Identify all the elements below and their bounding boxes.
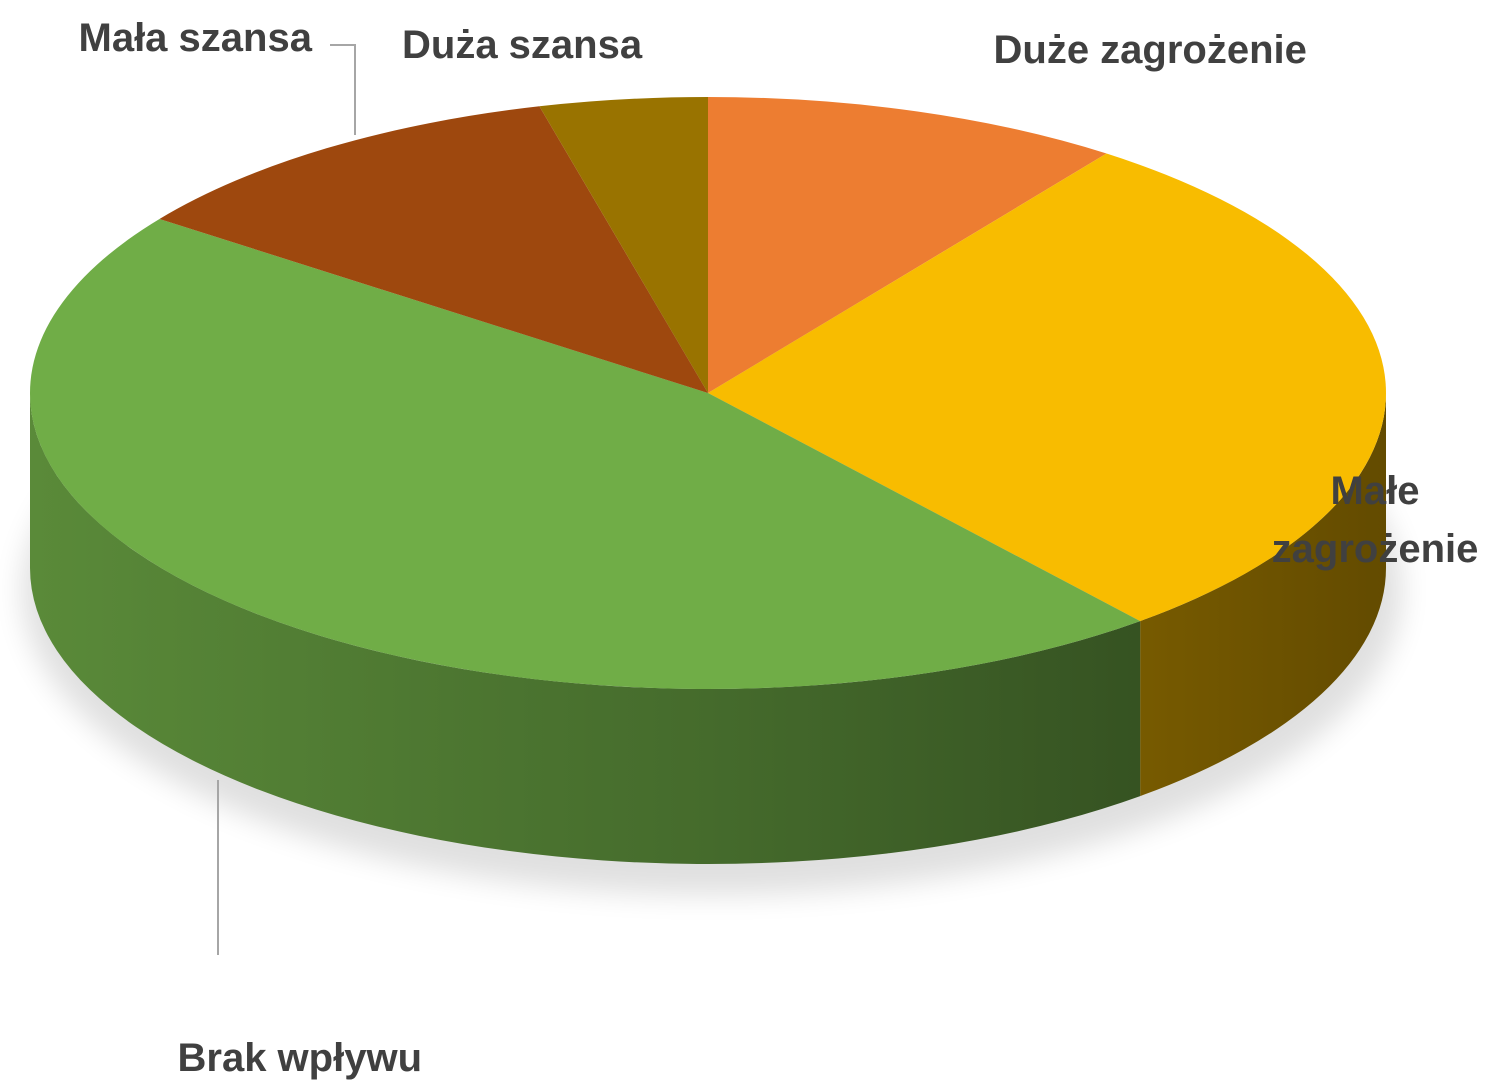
- pie-slice: [708, 153, 1386, 622]
- slice-label: Brak wpływu: [177, 1036, 423, 1080]
- slice-label: Mała szansa: [78, 16, 312, 60]
- pie-slice: [159, 106, 709, 394]
- leader-line: [330, 44, 356, 135]
- slice-label: Duże zagrożenie: [993, 28, 1307, 72]
- pie-slice-side: [1140, 393, 1386, 797]
- pie-slice: [708, 97, 1107, 393]
- pie-slice: [539, 97, 708, 393]
- pie-slice-side: [29, 393, 1141, 864]
- pie: [29, 97, 1386, 864]
- slice-label: Małe zagrożenie: [1271, 469, 1479, 571]
- pie-slice: [30, 219, 1141, 689]
- slice-label: Duża szansa: [402, 23, 643, 67]
